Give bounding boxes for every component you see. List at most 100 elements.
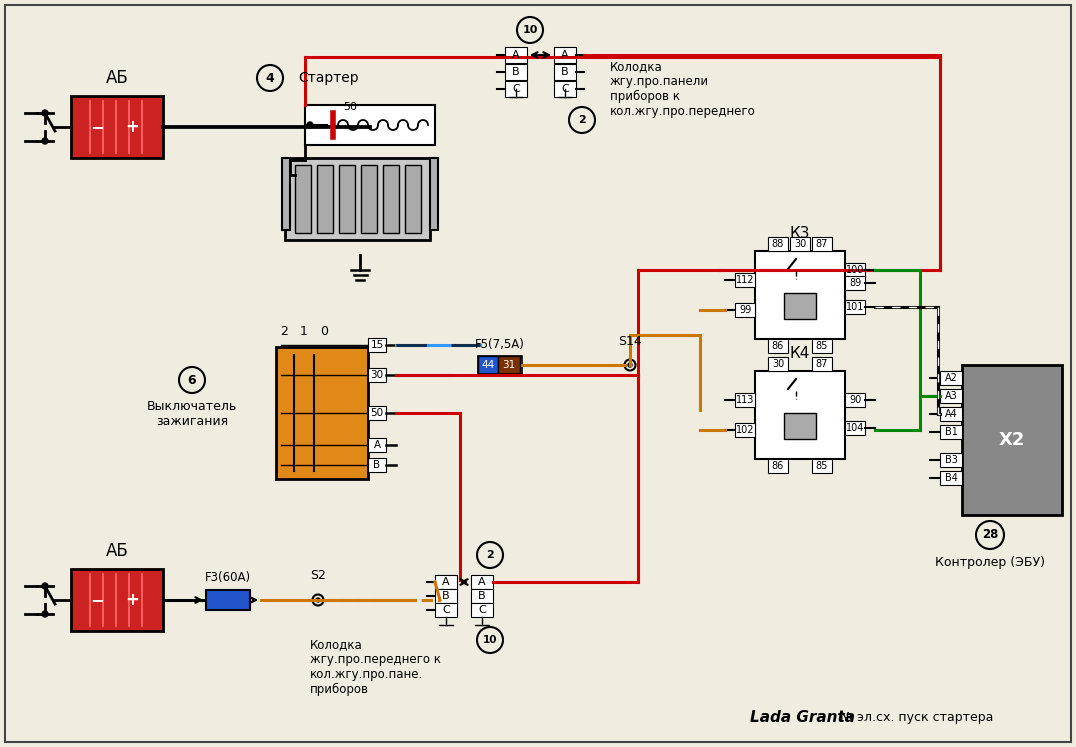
Bar (812, 339, 832, 353)
Bar (471, 575, 493, 589)
Bar (940, 471, 962, 485)
Bar (768, 339, 788, 353)
Text: 100: 100 (846, 265, 864, 275)
Text: 104: 104 (846, 423, 864, 433)
Text: Колодка
жгу.про.панели
приборов к
кол.жгу.про.переднего: Колодка жгу.про.панели приборов к кол.жг… (610, 60, 755, 118)
Text: 30: 30 (370, 370, 383, 380)
Text: 89: 89 (849, 278, 861, 288)
Bar (755, 251, 845, 339)
Text: B4: B4 (945, 473, 958, 483)
Text: 87: 87 (816, 359, 829, 369)
Bar (768, 237, 788, 251)
Text: Стартер: Стартер (298, 71, 358, 85)
Text: S14: S14 (618, 335, 642, 348)
Text: B: B (478, 591, 485, 601)
Bar (383, 165, 399, 233)
Text: 87: 87 (816, 239, 829, 249)
Text: A: A (478, 577, 485, 587)
Text: 6: 6 (187, 374, 196, 386)
Text: 50: 50 (343, 102, 357, 112)
Circle shape (628, 363, 632, 367)
Text: F3(60A): F3(60A) (204, 571, 251, 584)
Text: B: B (512, 67, 520, 77)
Text: 113: 113 (736, 395, 754, 405)
Bar (845, 421, 865, 435)
Bar (368, 406, 386, 420)
Bar (812, 459, 832, 473)
Bar (962, 365, 1062, 515)
Bar (755, 371, 845, 459)
Bar (206, 590, 250, 610)
Text: 112: 112 (736, 275, 754, 285)
Bar (478, 356, 522, 374)
Bar (285, 158, 430, 240)
Text: B: B (373, 460, 381, 470)
Bar (768, 459, 788, 473)
Bar (940, 407, 962, 421)
Bar (498, 356, 520, 374)
Text: A: A (373, 440, 381, 450)
Text: 10: 10 (483, 635, 497, 645)
Text: +: + (125, 591, 139, 609)
Text: 85: 85 (816, 461, 829, 471)
Text: B1: B1 (945, 427, 958, 437)
Circle shape (316, 598, 320, 602)
Bar (845, 263, 865, 277)
Text: 50: 50 (370, 408, 383, 418)
Text: 28: 28 (981, 528, 999, 542)
Text: +: + (125, 118, 139, 136)
Text: Контролер (ЭБУ): Контролер (ЭБУ) (935, 556, 1045, 569)
Text: A4: A4 (945, 409, 958, 419)
Bar (368, 438, 386, 452)
Text: АБ: АБ (105, 542, 128, 560)
Bar (317, 165, 332, 233)
Bar (790, 237, 810, 251)
Text: C: C (561, 84, 569, 94)
Circle shape (42, 611, 48, 617)
Text: 85: 85 (816, 341, 829, 351)
Bar (435, 575, 457, 589)
Bar (505, 47, 527, 63)
Bar (784, 413, 816, 439)
Bar (339, 165, 355, 233)
Text: Колодка
жгу.про.переднего к
кол.жгу.про.пане.
приборов: Колодка жгу.про.переднего к кол.жгу.про.… (310, 638, 441, 696)
Text: 2: 2 (578, 115, 585, 125)
Text: 101: 101 (846, 302, 864, 312)
Text: A3: A3 (945, 391, 958, 401)
Text: A: A (442, 577, 450, 587)
Text: A: A (562, 50, 569, 60)
Bar (812, 357, 832, 371)
Text: C: C (512, 84, 520, 94)
Text: 0: 0 (320, 325, 328, 338)
Text: C: C (478, 605, 486, 615)
Text: АБ: АБ (105, 69, 128, 87)
Text: 10: 10 (522, 25, 538, 35)
Bar (554, 47, 576, 63)
Bar (554, 81, 576, 97)
Bar (845, 300, 865, 314)
Text: A2: A2 (945, 373, 958, 383)
Bar (305, 105, 435, 145)
Bar (845, 393, 865, 407)
Text: 86: 86 (771, 461, 784, 471)
Text: 99: 99 (739, 305, 751, 315)
Bar (768, 357, 788, 371)
Bar (71, 96, 162, 158)
Circle shape (307, 122, 313, 128)
Text: Х2: Х2 (999, 431, 1025, 449)
Bar (940, 371, 962, 385)
Text: 88: 88 (771, 239, 784, 249)
Bar (282, 158, 291, 230)
Bar (368, 338, 386, 352)
Bar (471, 603, 493, 617)
Text: −: − (90, 118, 104, 136)
Text: A: A (512, 50, 520, 60)
Text: C: C (442, 605, 450, 615)
Text: 102: 102 (736, 425, 754, 435)
Bar (505, 64, 527, 80)
Bar (940, 389, 962, 403)
Text: 4: 4 (266, 72, 274, 84)
Text: № эл.сх. пуск стартера: № эл.сх. пуск стартера (836, 711, 993, 725)
Text: −: − (90, 591, 104, 609)
Bar (940, 425, 962, 439)
